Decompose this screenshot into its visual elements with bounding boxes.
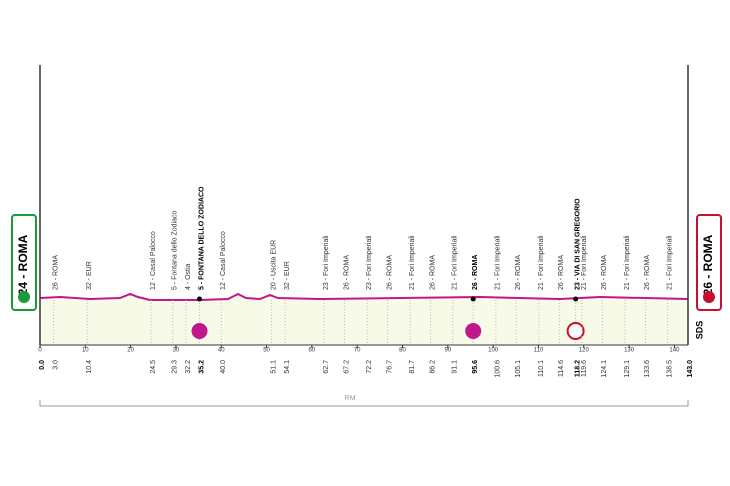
waypoint-name: 32 - EUR (284, 261, 291, 290)
finish-name: 26 - ROMA (701, 234, 715, 295)
start-box (11, 214, 37, 311)
x-tick-label: 70 (354, 348, 361, 354)
waypoint-km: 10.4 (86, 360, 93, 374)
waypoint-km: 114.6 (558, 360, 565, 377)
waypoint-name: 26 - ROMA (601, 255, 608, 290)
start-icon (18, 291, 30, 303)
waypoint-km: 138.5 (666, 360, 673, 378)
waypoint-name: 26 - ROMA (515, 255, 522, 290)
waypoint-km: 54.1 (284, 360, 291, 374)
x-tick-label: 30 (173, 348, 180, 354)
x-tick-label: 0 (38, 348, 42, 354)
waypoint-km: 24.5 (150, 360, 157, 374)
waypoint-dot (470, 296, 476, 302)
x-tick-label: 100 (488, 348, 499, 354)
province: RM (345, 395, 356, 402)
waypoint-km: 118.2 (574, 360, 581, 377)
waypoint-name: 26 - ROMA (343, 255, 350, 290)
x-tick-label: 20 (127, 348, 134, 354)
x-tick-label: 60 (309, 348, 316, 354)
waypoint-km: 86.2 (429, 360, 436, 374)
waypoint-name: 26 - ROMA (644, 255, 651, 290)
waypoint-km: 32.2 (185, 360, 192, 374)
x-tick-label: 40 (218, 348, 225, 354)
waypoint-name: 23 - VIA DI SAN GREGORIO (574, 198, 581, 290)
start-name: 24 - ROMA (16, 234, 30, 295)
waypoint-name: 21 - Fori Imperiali (538, 235, 545, 290)
x-tick-label: 140 (669, 348, 680, 354)
waypoint-km: 100.6 (495, 360, 502, 378)
waypoint-km: 105.1 (515, 360, 522, 378)
waypoint-name: 5 - FONTANA DELLO ZODIACO (198, 186, 205, 290)
waypoint-name: 26 - ROMA (472, 255, 479, 290)
waypoint-km: 29.3 (172, 360, 179, 374)
waypoint-km: 95.6 (472, 360, 479, 374)
waypoint-name: 21 - Fori Imperiali (495, 235, 502, 290)
waypoint-name: 21 - Fori Imperiali (581, 235, 588, 290)
waypoint-km: 110.1 (538, 360, 545, 377)
finish-km: 143.0 (687, 360, 694, 378)
waypoint-name: 12 - Casal Palocco (150, 231, 157, 290)
waypoint-km: 119.6 (581, 360, 588, 377)
waypoint-km: 51.1 (270, 360, 277, 374)
waypoint-km: 62.7 (323, 360, 330, 374)
logo: SDS (694, 321, 704, 340)
waypoint-km: 129.1 (624, 360, 631, 378)
waypoint-km: 67.2 (343, 360, 350, 374)
start-km: 0.0 (39, 360, 46, 370)
x-tick-label: 80 (399, 348, 406, 354)
waypoint-name: 20 - Uscita EUR (270, 240, 277, 290)
waypoint-km: 124.1 (601, 360, 608, 378)
x-tick-label: 110 (534, 348, 544, 354)
waypoint-km: 35.2 (198, 360, 205, 374)
waypoint-name: 4 - Ostia (185, 263, 192, 290)
profile-line (39, 292, 689, 301)
waypoint-km: 3.0 (52, 360, 59, 370)
waypoint-km: 72.2 (366, 360, 373, 374)
sprint-icon (191, 323, 208, 339)
waypoint-name: 23 - Fori Imperiali (366, 235, 373, 290)
waypoint-name: 21 - Fori Imperiali (666, 235, 673, 290)
waypoint-km: 133.6 (644, 360, 651, 378)
waypoint-name: 23 - Fori Imperiali (323, 235, 330, 290)
x-tick-label: 120 (579, 348, 590, 354)
sprint-icon (465, 323, 482, 339)
waypoint-km: 76.7 (386, 360, 393, 374)
waypoint-name: 21 - Fori Imperiali (624, 235, 631, 290)
waypoint-km: 91.1 (452, 360, 459, 374)
waypoint-dot (573, 296, 579, 302)
bonus-icon (566, 322, 585, 340)
waypoint-km: 81.7 (409, 360, 416, 374)
waypoint-name: 5 - Fontana dello Zodiaco (172, 211, 179, 290)
province-bracket (39, 400, 689, 407)
x-tick-label: 50 (263, 348, 270, 354)
waypoint-name: 21 - Fori Imperiali (409, 235, 416, 290)
finish-box (696, 214, 722, 311)
profile-area (40, 294, 688, 345)
waypoint-dot (197, 296, 203, 302)
x-tick-label: 10 (82, 348, 89, 354)
waypoint-name: 32 - EUR (86, 261, 93, 290)
x-tick-label: 90 (444, 348, 451, 354)
waypoint-name: 26 - ROMA (558, 255, 565, 290)
waypoint-name: 26 - ROMA (386, 255, 393, 290)
waypoint-name: 26 - ROMA (429, 255, 436, 290)
waypoint-name: 12 - Casal Palocco (220, 231, 227, 290)
finish-icon (703, 291, 715, 303)
waypoint-name: 21 - Fori Imperiali (452, 235, 459, 290)
x-tick-label: 130 (624, 348, 635, 354)
waypoint-km: 40.0 (220, 360, 227, 374)
waypoint-name: 26 - ROMA (52, 255, 59, 290)
